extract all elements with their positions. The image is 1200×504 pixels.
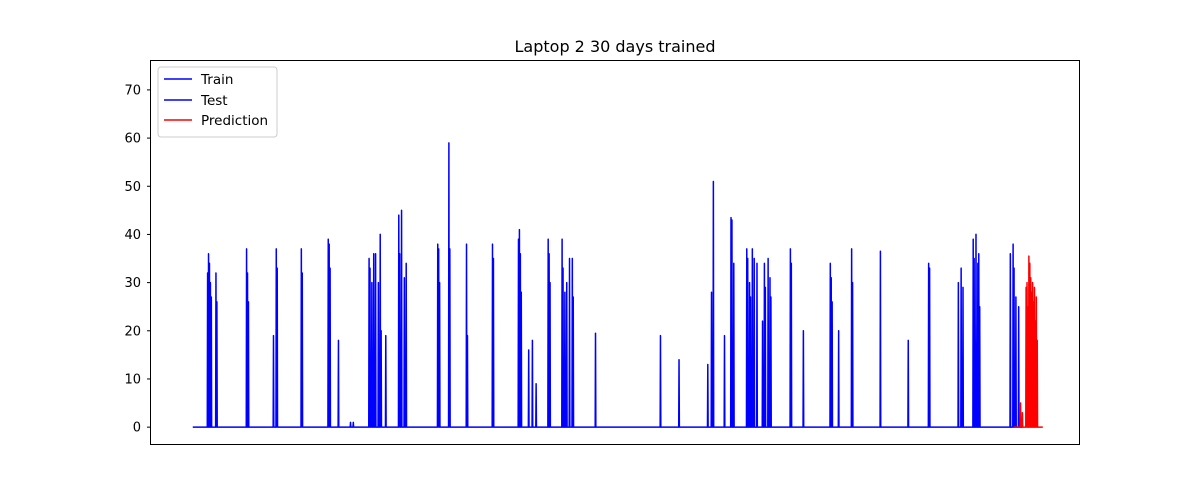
y-tick-label: 60 — [124, 132, 141, 147]
legend-label-test: Test — [200, 93, 228, 109]
y-tick-label: 10 — [124, 372, 141, 387]
plot-lines — [192, 142, 1043, 428]
y-tick-label: 50 — [124, 180, 141, 195]
y-tick-label: 30 — [124, 276, 141, 291]
legend: Train Test Prediction — [157, 66, 278, 138]
y-tick-label: 0 — [133, 421, 141, 436]
series-line-prediction — [1014, 255, 1043, 428]
series-line-train — [192, 142, 1012, 428]
y-tick-label: 70 — [124, 83, 141, 98]
legend-label-train: Train — [200, 72, 233, 88]
y-axis: 0 10 20 30 40 50 60 70 — [124, 83, 151, 436]
chart-title: Laptop 2 30 days trained — [515, 37, 716, 56]
plot-frame — [150, 60, 1080, 445]
y-tick-label: 20 — [124, 324, 141, 339]
legend-label-prediction: Prediction — [201, 113, 268, 129]
y-tick-label: 40 — [124, 228, 141, 243]
